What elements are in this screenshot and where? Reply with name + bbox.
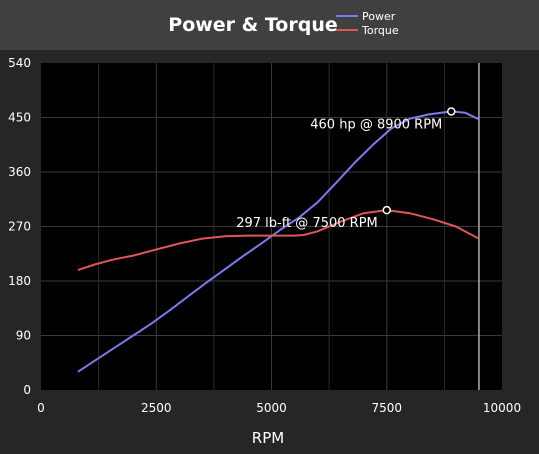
x-tick-label: 10000 [483, 401, 521, 415]
y-tick-label: 0 [23, 383, 31, 397]
x-tick-label: 5000 [256, 401, 287, 415]
y-tick-labels: 0 90 180 270 360 450 540 [8, 56, 31, 397]
peak-marker-power [447, 107, 456, 116]
x-tick-label: 7500 [371, 401, 402, 415]
peak-marker-torque [382, 205, 391, 215]
x-tick-label: 2500 [141, 401, 172, 415]
y-tick-label: 180 [8, 274, 31, 288]
legend-label-power: Power [362, 10, 396, 23]
annotation-torque: 297 lb-ft @ 7500 RPM [236, 216, 378, 231]
peak-markers [382, 107, 456, 215]
y-tick-label: 90 [16, 329, 31, 343]
y-tick-label: 360 [8, 165, 31, 179]
chart-title: Power & Torque [168, 14, 337, 36]
series-line-torque [77, 209, 480, 272]
x-tick-label: 0 [37, 401, 45, 415]
x-tick-labels: 0 2500 5000 7500 10000 [37, 401, 521, 415]
annotations: 460 hp @ 8900 RPM 297 lb-ft @ 7500 RPM [236, 117, 442, 231]
annotation-power: 460 hp @ 8900 RPM [310, 117, 442, 132]
grid [41, 63, 502, 390]
legend-label-torque: Torque [361, 24, 399, 37]
y-tick-label: 450 [8, 111, 31, 125]
y-tick-label: 270 [8, 220, 31, 234]
x-axis-label: RPM [252, 429, 284, 447]
y-tick-label: 540 [8, 56, 31, 70]
chart-header-bar [0, 0, 539, 50]
series-line-power [77, 110, 480, 373]
series-lines [77, 110, 480, 373]
